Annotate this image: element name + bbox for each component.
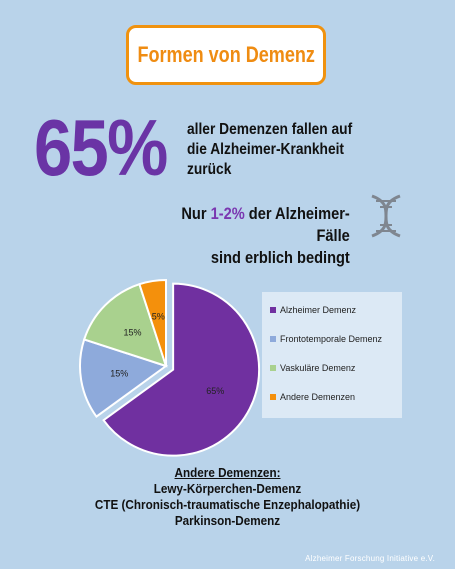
legend-item: Frontotemporale Demenz: [270, 327, 402, 350]
hereditary-percent: 1-2%: [210, 204, 245, 223]
hereditary-prefix: Nur: [181, 204, 211, 223]
dna-icon: [371, 194, 401, 238]
statement-line-3: zurück: [187, 161, 232, 178]
pie-data-label: 5%: [152, 312, 165, 322]
legend-label: Andere Demenzen: [280, 391, 356, 402]
chart-legend: Alzheimer Demenz Frontotemporale Demenz Va…: [262, 292, 402, 418]
pie-data-label: 15%: [124, 328, 142, 338]
legend-item: Vaskuläre Demenz: [270, 356, 402, 379]
hereditary-line-1: Nur 1-2% der Alzheimer-Fälle: [152, 203, 350, 247]
legend-item: Alzheimer Demenz: [270, 298, 402, 321]
pie-slice: [138, 278, 167, 367]
pie-slice: [102, 282, 260, 457]
other-dementias-title: Andere Demenzen:: [174, 465, 281, 480]
legend-label: Frontotemporale Demenz: [280, 333, 383, 344]
statement-line-2: die Alzheimer-Krankheit: [187, 141, 345, 158]
pie-data-label: 15%: [110, 368, 128, 378]
legend-label: Alzheimer Demenz: [280, 304, 357, 315]
alzheimer-percent: 65%: [34, 103, 168, 192]
other-dementia-item: Parkinson-Demenz: [174, 513, 281, 528]
pie-slice: [79, 338, 169, 418]
other-dementia-item: Lewy-Körperchen-Demenz: [153, 481, 302, 496]
hereditary-statement: Nur 1-2% der Alzheimer-Fälle sind erblic…: [152, 203, 350, 269]
credit-text: Alzheimer Forschung Initiative e.V.: [305, 554, 435, 563]
other-dementia-item: CTE (Chronisch-traumatische Enzephalopat…: [94, 497, 361, 512]
other-dementias: Andere Demenzen: Lewy-Körperchen-Demenz …: [0, 465, 455, 529]
pie-data-label: 65%: [206, 386, 224, 396]
legend-swatch: [270, 364, 276, 371]
hereditary-line-2: sind erblich bedingt: [210, 248, 350, 267]
legend-item: Andere Demenzen: [270, 385, 402, 408]
pie-chart: 65% 15% 15% 5%: [79, 278, 260, 457]
title-box: Formen von Demenz: [126, 25, 326, 85]
legend-swatch: [270, 306, 276, 313]
hereditary-suffix: der Alzheimer-Fälle: [244, 204, 350, 245]
alzheimer-statement: aller Demenzen fallen auf die Alzheimer-…: [187, 120, 359, 180]
legend-swatch: [270, 393, 276, 400]
legend-swatch: [270, 335, 276, 342]
statement-line-1: aller Demenzen fallen auf: [187, 121, 353, 138]
page-title: Formen von Demenz: [137, 42, 315, 67]
legend-label: Vaskuläre Demenz: [280, 362, 356, 373]
